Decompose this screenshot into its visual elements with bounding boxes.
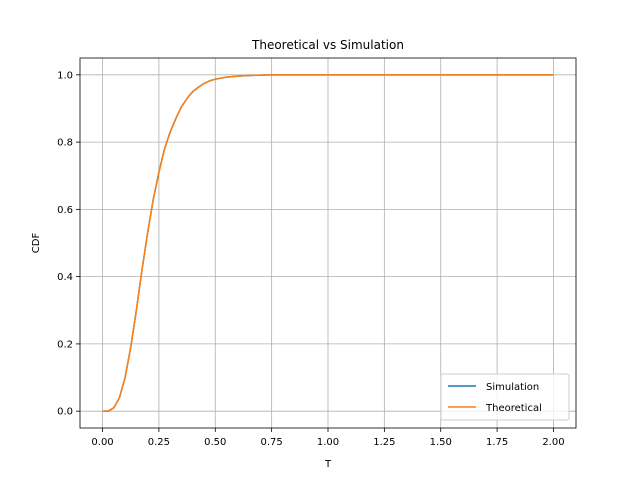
- legend: Simulation Theoretical: [440, 373, 570, 421]
- y-tick-label: 0.0: [57, 407, 73, 418]
- x-tick-label: 1.75: [486, 437, 508, 448]
- x-tick-label: 2.00: [542, 437, 564, 448]
- y-tick-label: 0.4: [57, 272, 73, 283]
- y-axis-label: CDF: [31, 233, 42, 254]
- x-tick-label: 0.00: [91, 437, 113, 448]
- y-tick-label: 0.2: [57, 339, 73, 350]
- x-tick-label: 0.75: [261, 437, 283, 448]
- plot-lines: [102, 74, 554, 412]
- x-tick-label: 1.25: [373, 437, 395, 448]
- x-axis-label: T: [324, 459, 332, 470]
- x-tick-label: 1.00: [317, 437, 339, 448]
- legend-label-simulation: Simulation: [486, 382, 539, 393]
- x-tick-label: 0.50: [204, 437, 226, 448]
- legend-label-theoretical: Theoretical: [485, 403, 542, 414]
- x-tick-label: 1.50: [430, 437, 452, 448]
- y-tick-label: 0.6: [57, 205, 73, 216]
- x-tick-label: 0.25: [148, 437, 170, 448]
- series-line-theoretical: [102, 74, 554, 412]
- y-tick-label: 0.8: [57, 138, 73, 149]
- y-tick-label: 1.0: [57, 70, 73, 81]
- chart-title: Theoretical vs Simulation: [251, 38, 404, 52]
- axis-ticks: 0.00 0.25 0.50 0.75 1.00 1.25 1.50 1.75 2.00 0.0 0…: [57, 70, 564, 448]
